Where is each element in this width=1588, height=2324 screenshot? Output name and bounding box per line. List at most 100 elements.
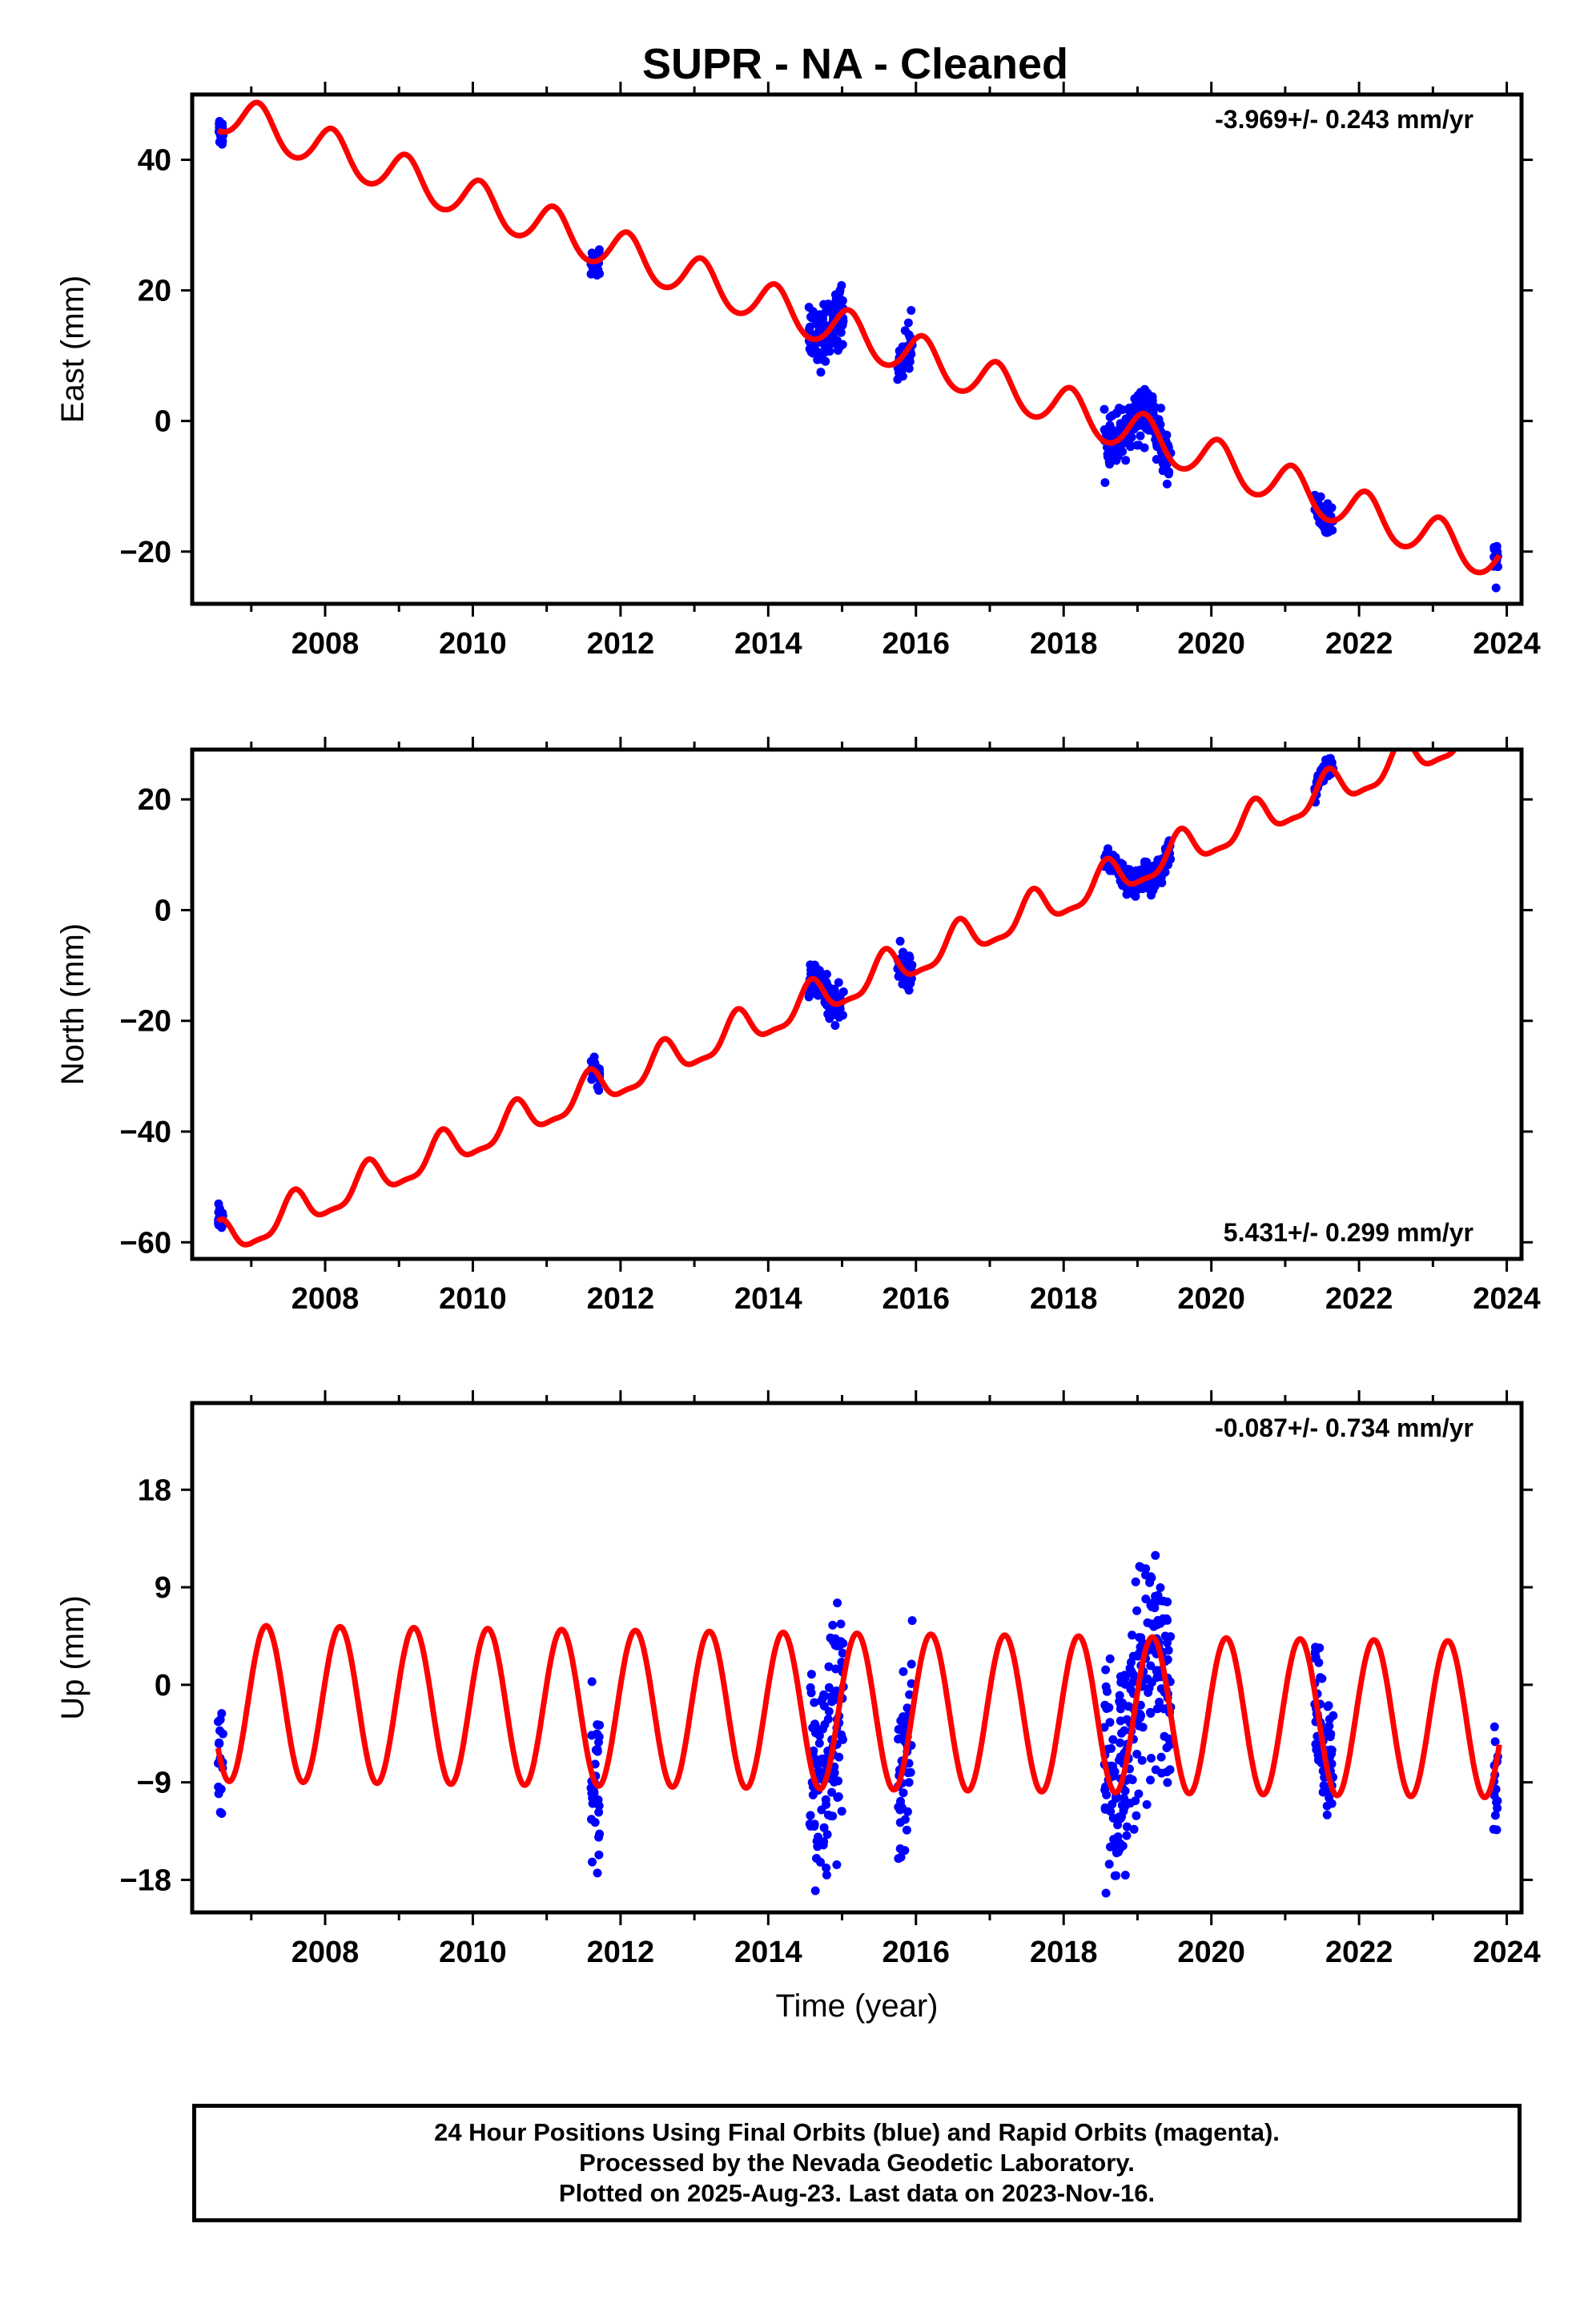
rate-annotation-up: -0.087+/- 0.734 mm/yr <box>1215 1413 1473 1442</box>
data-point <box>1137 1755 1147 1765</box>
x-tick-label: 2014 <box>734 1282 802 1316</box>
data-point <box>1322 1810 1332 1819</box>
data-point <box>806 1811 815 1820</box>
data-point <box>1132 1811 1141 1820</box>
axes-frame-east <box>190 92 1524 606</box>
data-point <box>591 1745 601 1755</box>
data-point <box>589 263 599 272</box>
data-point <box>817 317 826 326</box>
data-point <box>834 346 842 355</box>
data-point <box>814 1832 822 1842</box>
data-point <box>1101 1682 1111 1691</box>
data-point <box>1140 443 1149 452</box>
data-point <box>814 990 822 999</box>
data-point <box>1148 1678 1157 1687</box>
data-point <box>838 1735 847 1744</box>
data-point <box>1164 469 1173 479</box>
footer-line-1: 24 Hour Positions Using Final Orbits (bl… <box>434 2118 1280 2146</box>
data-point <box>832 1860 842 1869</box>
data-point <box>1490 1722 1499 1731</box>
data-point <box>895 936 905 946</box>
data-point <box>833 1598 842 1608</box>
data-point <box>1152 1704 1162 1714</box>
data-point <box>1106 1842 1115 1852</box>
data-point <box>593 1729 601 1739</box>
data-point <box>1105 412 1115 422</box>
data-point <box>806 312 816 322</box>
x-tick-label: 2014 <box>734 627 802 661</box>
y-axis-label-east: East (mm) <box>55 275 90 423</box>
x-tick-label: 2020 <box>1177 627 1245 661</box>
data-point <box>1153 1590 1163 1600</box>
x-tick-label: 2010 <box>439 1936 507 1969</box>
x-tick-label: 2024 <box>1473 627 1541 661</box>
data-point <box>214 1782 223 1791</box>
data-point <box>1142 1799 1152 1809</box>
data-point <box>594 1850 604 1860</box>
panel-east: 2008 2010 2012 2014 2016 2018 2020 2022 2024 40 20… <box>55 82 1541 661</box>
data-point <box>907 306 916 316</box>
data-point <box>1324 504 1333 513</box>
data-point <box>1490 735 1498 744</box>
data-point <box>1127 1667 1136 1676</box>
data-point <box>1112 1848 1121 1858</box>
data-point <box>828 1811 838 1821</box>
data-point <box>1108 1813 1118 1823</box>
y-tick-label: −20 <box>120 1005 171 1039</box>
data-point <box>1112 1871 1121 1880</box>
data-point <box>1116 1738 1125 1747</box>
data-point <box>834 1752 844 1762</box>
x-tick-label: 2008 <box>291 627 360 661</box>
data-point <box>836 1619 846 1629</box>
data-point <box>905 1690 915 1699</box>
data-point <box>828 1620 838 1630</box>
data-point <box>1107 1743 1116 1753</box>
data-point <box>1132 1606 1142 1615</box>
data-point <box>1322 1801 1332 1811</box>
data-points-up <box>214 1550 1502 1898</box>
data-point <box>1104 844 1112 854</box>
x-tick-label: 2022 <box>1325 1282 1393 1316</box>
plot-area-north <box>214 727 1501 1248</box>
y-tick-label: −18 <box>120 1864 171 1897</box>
footer-box: 24 Hour Positions Using Final Orbits (bl… <box>192 2104 1522 2222</box>
data-point <box>825 347 834 356</box>
data-point <box>1146 1709 1156 1718</box>
data-point <box>838 987 848 996</box>
data-point <box>1136 431 1145 440</box>
data-point <box>811 1728 820 1738</box>
data-point <box>218 1208 227 1218</box>
y-tick-label: 9 <box>155 1571 171 1605</box>
data-point <box>1492 727 1501 736</box>
data-point <box>593 1720 602 1730</box>
data-point <box>838 1648 847 1658</box>
model-line-up <box>215 1622 1502 1800</box>
x-tick-label: 2008 <box>291 1936 360 1969</box>
data-point <box>898 372 907 381</box>
data-point <box>1130 394 1140 404</box>
data-point <box>899 1788 908 1798</box>
data-point <box>898 979 907 989</box>
data-point <box>820 1720 830 1729</box>
data-point <box>590 1818 600 1827</box>
data-point <box>1155 1697 1164 1707</box>
data-point <box>1108 1735 1118 1744</box>
data-point <box>1490 1811 1500 1820</box>
data-point <box>1156 1583 1165 1592</box>
data-point <box>1120 1794 1128 1803</box>
data-point <box>1160 1731 1169 1741</box>
data-point <box>589 1793 598 1803</box>
data-point <box>903 1768 913 1778</box>
x-axis-label: Time (year) <box>776 1988 939 2024</box>
data-point <box>586 1056 596 1066</box>
data-point <box>811 1755 821 1765</box>
data-point <box>1151 1550 1160 1560</box>
data-point <box>1126 1799 1135 1808</box>
data-point <box>1156 1752 1166 1762</box>
data-point <box>1113 1832 1123 1842</box>
x-tick-label: 2016 <box>882 1936 951 1969</box>
x-tick-label: 2008 <box>291 1282 360 1316</box>
data-point <box>1129 1824 1139 1834</box>
data-point <box>830 1641 840 1650</box>
data-point <box>904 330 914 340</box>
